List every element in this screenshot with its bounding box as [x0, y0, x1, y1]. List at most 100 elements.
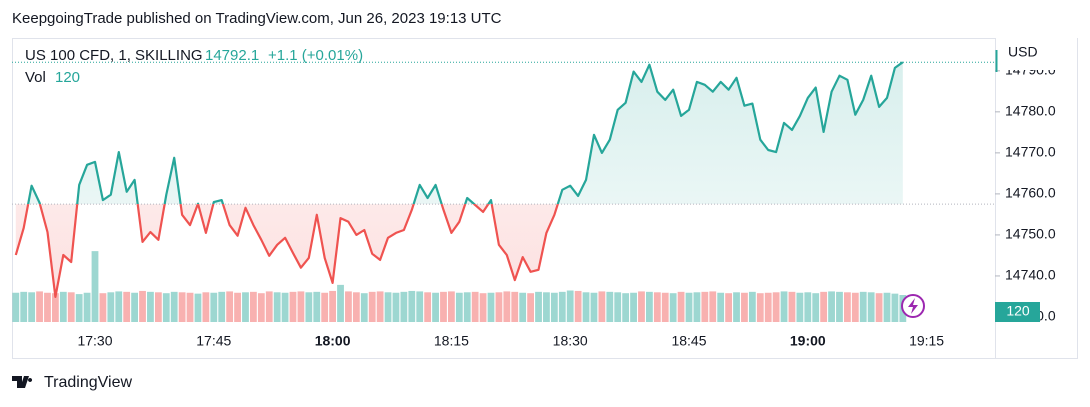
- area-down: [15, 204, 903, 297]
- volume-bar: [614, 292, 622, 322]
- x-tick-label: 17:45: [196, 333, 231, 349]
- line-down: [14, 204, 559, 298]
- x-tick-label: 18:15: [434, 333, 469, 349]
- volume-bar: [123, 291, 131, 322]
- volume-value: 120: [55, 69, 80, 86]
- volume-bar: [440, 291, 447, 322]
- logo-mark: [12, 376, 33, 388]
- volume-bar: [661, 292, 669, 322]
- volume-badge-label: 120: [1006, 303, 1030, 319]
- volume-bar: [52, 293, 59, 322]
- volume-bar: [242, 292, 249, 322]
- volume-bar: [535, 291, 542, 322]
- volume-bar: [756, 293, 764, 322]
- volume-bar: [36, 291, 43, 322]
- volume-bar: [384, 292, 392, 322]
- volume-bar: [234, 292, 241, 322]
- volume: [12, 251, 907, 322]
- volume-bar: [352, 292, 360, 322]
- symbol: US 100 CFD, 1, SKILLING: [25, 47, 203, 64]
- last-price: 14792.1: [205, 47, 259, 64]
- volume-bar: [194, 293, 202, 322]
- volume-bar: [20, 291, 28, 322]
- volume-bar: [582, 292, 590, 322]
- volume-bar: [519, 292, 527, 322]
- volume-bar: [741, 292, 748, 322]
- y-tick-label: 14760.0: [1005, 185, 1056, 201]
- volume-bar: [170, 291, 178, 322]
- legend: US 100 CFD, 1, SKILLING 14792.1 +1.1 (+0…: [25, 47, 363, 86]
- volume-bar: [812, 293, 820, 322]
- volume-bar: [115, 291, 123, 322]
- volume-bar: [638, 291, 645, 322]
- volume-bar: [725, 293, 732, 322]
- volume-bar: [400, 291, 408, 322]
- volume-bar: [748, 291, 756, 322]
- volume-bar: [329, 290, 336, 322]
- currency: USD: [1008, 44, 1038, 60]
- volume-bar: [543, 292, 550, 322]
- volume-bar: [448, 291, 455, 322]
- volume-bar: [67, 292, 75, 322]
- x-tick-label: 18:45: [671, 333, 706, 349]
- volume-bar: [408, 290, 416, 322]
- volume-bar: [764, 292, 772, 322]
- volume-bar: [550, 292, 558, 322]
- volume-bar: [471, 291, 479, 322]
- volume-bar: [511, 291, 519, 322]
- volume-bar: [83, 292, 91, 322]
- volume-bar: [851, 292, 859, 322]
- volume-bar: [250, 291, 257, 322]
- volume-bar: [598, 291, 606, 322]
- y-tick-label: 14750.0: [1005, 226, 1056, 242]
- volume-bar: [590, 292, 598, 322]
- y-tick-label: 14780.0: [1005, 103, 1056, 119]
- volume-bar: [432, 292, 439, 322]
- volume-bar: [701, 291, 709, 322]
- area-up: [28, 62, 903, 205]
- volume-bar: [685, 292, 693, 322]
- volume-bar: [147, 291, 154, 322]
- volume-bar: [12, 292, 20, 322]
- volume-bar: [622, 293, 630, 322]
- x-tick-label: 19:15: [909, 333, 944, 349]
- volume-bar: [891, 293, 899, 322]
- volume-bar: [424, 292, 432, 322]
- volume-bar: [416, 291, 424, 322]
- volume-bar: [337, 284, 344, 322]
- volume-bar: [606, 291, 614, 322]
- volume-bar: [653, 292, 661, 322]
- volume-bar: [360, 293, 368, 322]
- volume-bar: [709, 291, 717, 322]
- volume-bar: [226, 291, 234, 322]
- frame: [12, 38, 1078, 359]
- volume-bar: [321, 292, 329, 322]
- volume-bar: [495, 292, 503, 322]
- plot: [12, 61, 995, 298]
- volume-bar: [646, 291, 653, 322]
- volume-bar: [210, 292, 218, 322]
- volume-bar: [883, 292, 891, 322]
- volume-bar: [717, 292, 725, 322]
- volume-bar: [131, 292, 138, 322]
- volume-bar: [313, 291, 321, 322]
- volume-bar: [859, 291, 867, 322]
- volume-bar: [139, 290, 146, 322]
- volume-bar: [345, 291, 352, 322]
- volume-bar: [630, 292, 637, 322]
- volume-bar: [487, 292, 495, 322]
- volume-bar: [463, 292, 471, 322]
- volume-bar: [218, 291, 226, 322]
- header: KeepgoingTrade published on TradingView.…: [12, 10, 502, 27]
- x-tick-label: 17:30: [77, 333, 112, 349]
- volume-bar: [99, 293, 107, 322]
- volume-bar: [297, 291, 305, 322]
- volume-bar: [59, 291, 67, 322]
- volume-bar: [677, 291, 685, 322]
- x-tick-label: 18:00: [315, 333, 351, 349]
- volume-bar: [836, 291, 843, 322]
- volume-bar: [780, 291, 788, 322]
- volume-bar: [693, 292, 701, 322]
- change: +1.1 (+0.01%): [268, 47, 363, 64]
